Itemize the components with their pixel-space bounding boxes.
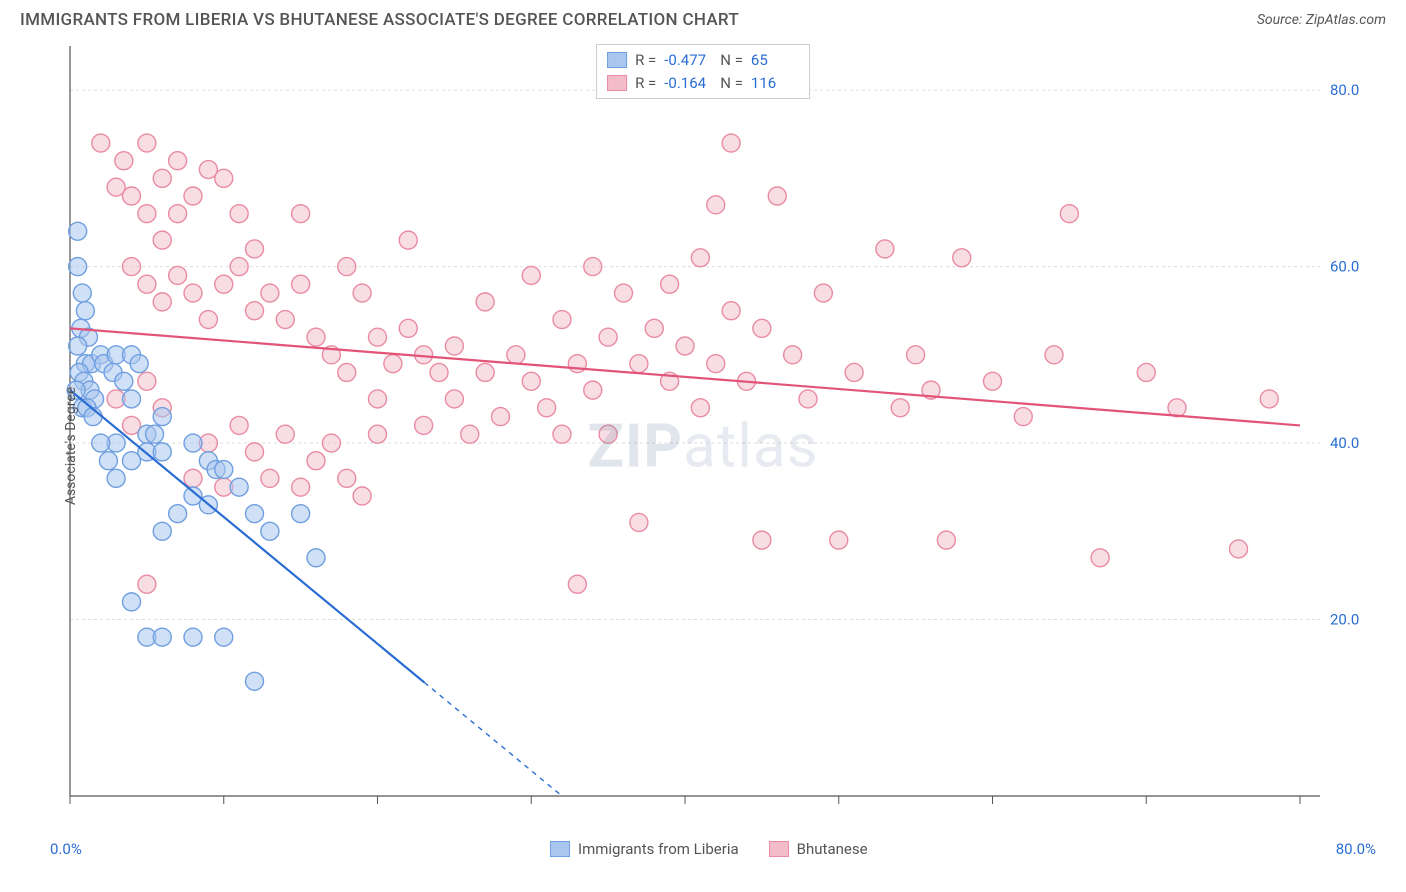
legend-item-bhutanese: Bhutanese (769, 840, 868, 858)
scatter-plot: 20.0% 40.0% 60.0% 80.0% (20, 36, 1360, 856)
stats-legend: R = -0.477 N = 65 R = -0.164 N = 116 (596, 44, 810, 99)
legend-item-liberia: Immigrants from Liberia (550, 840, 739, 858)
chart-container: Associate's Degree ZIPatlas 20.0%40.0%60… (20, 36, 1386, 856)
source-attribution: Source: ZipAtlas.com (1257, 12, 1386, 28)
n-value: 65 (751, 49, 799, 72)
svg-text:40.0%: 40.0% (1330, 434, 1360, 452)
source-name: ZipAtlas.com (1306, 12, 1386, 28)
stats-row-bhutanese: R = -0.164 N = 116 (607, 72, 799, 95)
stats-row-liberia: R = -0.477 N = 65 (607, 49, 799, 72)
n-label: N = (720, 49, 743, 72)
r-label: R = (635, 72, 656, 95)
x-axis-legend: 0.0% Immigrants from Liberia Bhutanese 8… (20, 840, 1386, 858)
r-label: R = (635, 49, 656, 72)
r-value: -0.164 (664, 72, 712, 95)
svg-text:60.0%: 60.0% (1330, 258, 1360, 276)
swatch-icon (769, 841, 789, 857)
page-title: IMMIGRANTS FROM LIBERIA VS BHUTANESE ASS… (20, 10, 739, 30)
svg-text:20.0%: 20.0% (1330, 611, 1360, 629)
swatch-icon (607, 52, 627, 68)
n-label: N = (720, 72, 743, 95)
legend-label: Immigrants from Liberia (578, 840, 739, 858)
r-value: -0.477 (664, 49, 712, 72)
y-axis-label: Associate's Degree (63, 387, 79, 505)
n-value: 116 (751, 72, 799, 95)
svg-text:80.0%: 80.0% (1330, 81, 1360, 99)
x-min-label: 0.0% (50, 840, 82, 858)
swatch-icon (550, 841, 570, 857)
swatch-icon (607, 75, 627, 91)
source-prefix: Source: (1257, 12, 1306, 28)
legend-label: Bhutanese (797, 840, 868, 858)
series-legend: Immigrants from Liberia Bhutanese (550, 840, 868, 858)
x-max-label: 80.0% (1336, 840, 1376, 858)
